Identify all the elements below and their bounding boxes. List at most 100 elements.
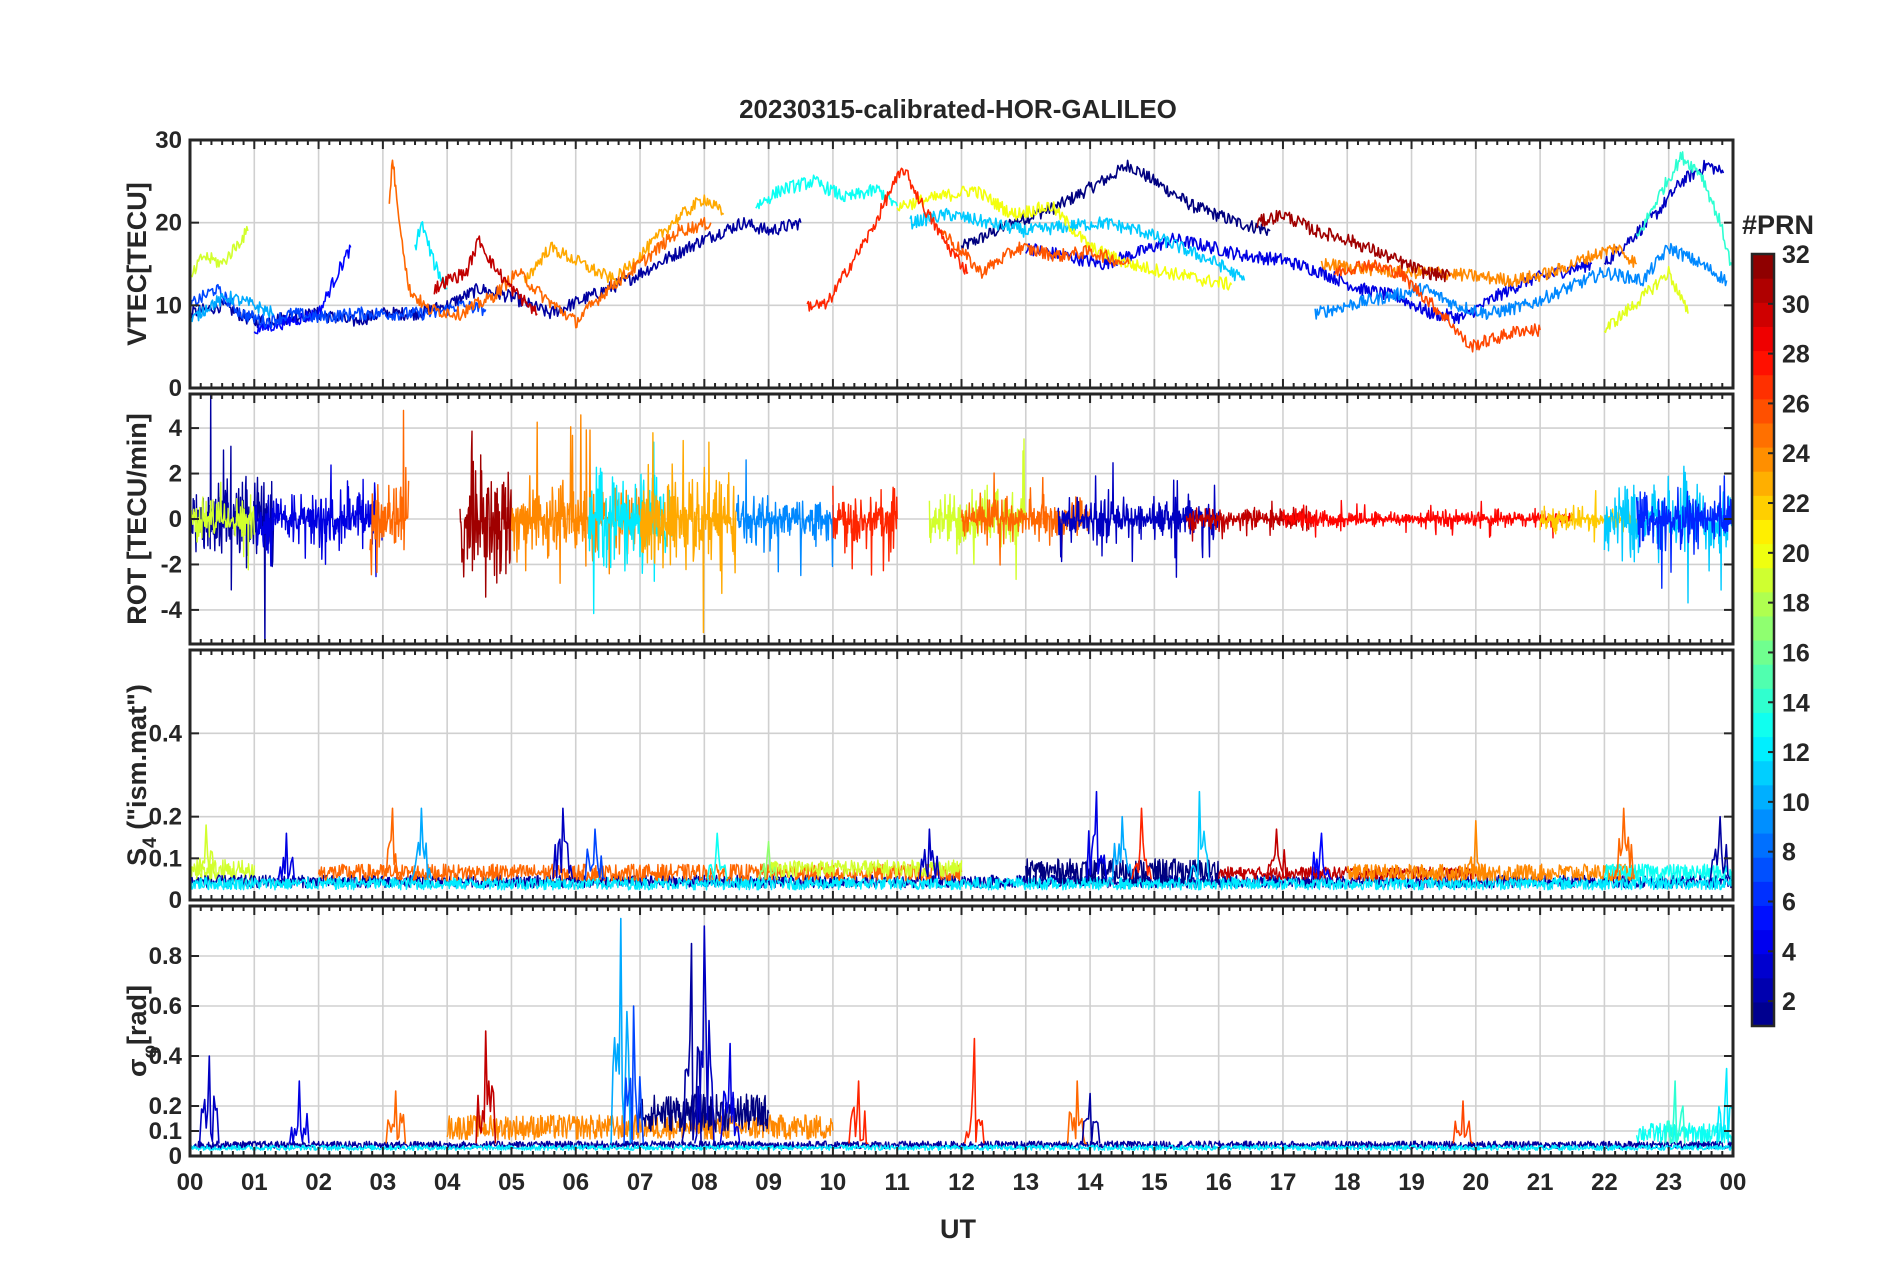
- spike-prn-10: [610, 917, 632, 1144]
- colorbar-segment: [1752, 833, 1774, 858]
- x-tick-label: 05: [498, 1169, 525, 1196]
- spike-prn-24: [1465, 820, 1487, 880]
- panel-frame: [188, 392, 1735, 646]
- y-axis-label: VTEC[TECU]: [122, 182, 152, 346]
- series-line-prn-25: [388, 159, 712, 329]
- rot-series-prn-23: [639, 432, 738, 634]
- colorbar-tick-label: 4: [1782, 938, 1796, 966]
- x-tick-label: 22: [1591, 1169, 1618, 1196]
- chart-title: 20230315-calibrated-HOR-GALILEO: [739, 94, 1177, 124]
- series-line-prn-25.5: [941, 230, 1130, 279]
- colorbar-tick-label: 32: [1782, 241, 1810, 269]
- colorbar-segment: [1752, 953, 1774, 979]
- colorbar-segment: [1752, 881, 1774, 906]
- rot-series-prn-31: [459, 430, 513, 598]
- colorbar-frame: [1750, 252, 1776, 1028]
- y-tick-label: 0.2: [149, 804, 182, 831]
- x-tick-label: 02: [305, 1169, 332, 1196]
- colorbar-segment: [1752, 1001, 1774, 1027]
- rot-series-prn-30: [1185, 500, 1316, 542]
- rot-series-prn-4: [253, 464, 384, 578]
- spike-prn-10: [1111, 815, 1133, 880]
- colorbar-segment: [1752, 567, 1774, 593]
- spike-prn-27: [1131, 807, 1152, 880]
- colorbar-tick-label: 6: [1782, 888, 1796, 916]
- spike-prn-3: [918, 828, 940, 880]
- colorbar-segment: [1752, 808, 1774, 834]
- x-tick-label: 15: [1141, 1169, 1168, 1196]
- y-tick-label: 0.6: [149, 993, 182, 1020]
- panel-vtec: 0 10 20 30 VTEC[TECU]: [122, 127, 1735, 402]
- colorbar-segment: [1752, 350, 1774, 376]
- colorbar-segment: [1752, 977, 1774, 1003]
- y-tick-label: 0.4: [149, 720, 183, 747]
- colorbar-title: #PRN: [1742, 210, 1814, 240]
- x-tick-label: 21: [1527, 1169, 1554, 1196]
- series-line-prn-9: [1314, 242, 1728, 320]
- colorbar-segment: [1752, 688, 1774, 713]
- y-tick-label: 0: [169, 375, 182, 402]
- colorbar-tick-label: 24: [1782, 440, 1810, 468]
- tick-marks: [189, 394, 1734, 644]
- series-line-prn-10: [190, 290, 275, 323]
- x-tick-label: 06: [562, 1169, 589, 1196]
- x-tick-label: 03: [370, 1169, 397, 1196]
- colorbar-segment: [1752, 374, 1774, 400]
- y-tick-label: 2: [169, 461, 182, 488]
- y-axis-label: σφ[rad]: [122, 985, 161, 1077]
- y-tick-label: 0.8: [149, 943, 182, 970]
- spike-prn-7: [623, 1005, 645, 1144]
- spike-prn-4: [719, 1042, 741, 1144]
- colorbar-tick-label: 10: [1782, 789, 1810, 817]
- x-tick-label: 04: [434, 1169, 461, 1196]
- series-line-prn-27: [806, 167, 969, 312]
- colorbar-segment: [1752, 519, 1774, 545]
- spike-prn-27: [848, 1080, 869, 1145]
- colorbar-tick-label: 8: [1782, 839, 1796, 867]
- x-tick-label: 00: [1720, 1169, 1747, 1196]
- rot-series-prn-6: [1635, 475, 1733, 589]
- colorbar-tick-label: 26: [1782, 390, 1810, 418]
- spike-prn-30: [475, 1030, 497, 1144]
- x-tick-label: 14: [1077, 1169, 1104, 1196]
- colorbar-segment: [1752, 857, 1774, 882]
- colorbar-tick-label: 28: [1782, 341, 1810, 369]
- colorbar-segment: [1752, 254, 1774, 279]
- colorbar-segment: [1752, 640, 1774, 665]
- colorbar-tick-label: 22: [1782, 490, 1810, 518]
- x-tick-label: 17: [1270, 1169, 1297, 1196]
- spike-prn-5: [1311, 832, 1332, 880]
- spike-prn-3: [552, 807, 574, 880]
- rot-series-prn-19: [190, 481, 255, 571]
- colorbar-segment: [1752, 495, 1774, 520]
- panel-sigphi: 00.10.2 0.4 0.6 0.8 σφ[rad]: [122, 904, 1735, 1170]
- x-tick-label: 07: [627, 1169, 654, 1196]
- colorbar-segment: [1752, 302, 1774, 327]
- x-tick-label: 20: [1462, 1169, 1489, 1196]
- colorbar-tick-label: 18: [1782, 590, 1810, 618]
- series-line-prn-31: [1256, 209, 1451, 283]
- series-line-prn-11: [909, 207, 1246, 282]
- data-vtec: [190, 151, 1733, 353]
- rot-series-prn-22: [1539, 490, 1638, 543]
- noise-series-prn-24: [1346, 863, 1638, 882]
- y-tick-label: 0.2: [149, 1093, 182, 1120]
- spike-prn-7: [584, 828, 606, 880]
- noise-series-prn-1: [639, 1093, 770, 1133]
- noise-series-prn-19: [768, 859, 963, 878]
- x-axis-label: UT: [940, 1214, 976, 1244]
- spike-prn-26: [1452, 1100, 1474, 1144]
- spike-prn-3: [198, 1055, 220, 1144]
- rot-series-prn-25: [960, 472, 1091, 566]
- y-tick-label: 20: [155, 210, 182, 237]
- x-tick-label: 19: [1398, 1169, 1425, 1196]
- spike-prn-4: [1086, 790, 1107, 880]
- colorbar-segment: [1752, 422, 1774, 448]
- spike-prn-2: [1080, 1092, 1101, 1145]
- colorbar-tick-label: 2: [1782, 988, 1796, 1016]
- colorbar-tick-label: 12: [1782, 739, 1810, 767]
- y-tick-label: 0: [169, 887, 182, 914]
- series-line-prn-13: [755, 174, 898, 210]
- x-tick-label: 13: [1012, 1169, 1039, 1196]
